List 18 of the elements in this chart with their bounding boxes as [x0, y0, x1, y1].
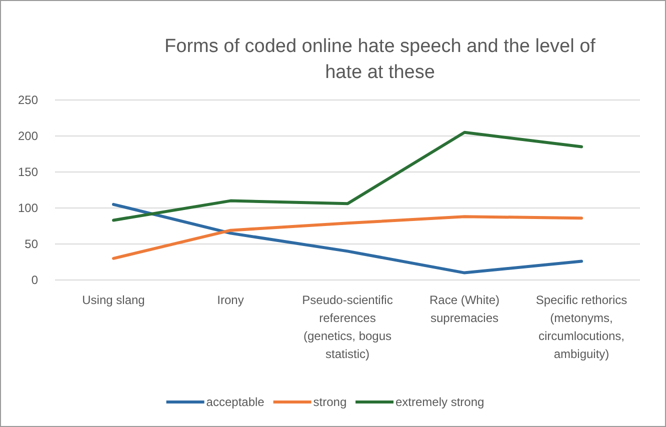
y-tick-label: 50 [24, 237, 38, 251]
line-series [112, 202, 583, 274]
legend-label: acceptable [206, 395, 265, 409]
x-tick-label: Pseudo-scientific references (genetics, bogus statistic) [302, 293, 393, 361]
line-series [112, 130, 583, 222]
x-tick-label: Specific rethorics (metonyms, circumlocutions, ambiguity) [536, 293, 628, 361]
y-tick-label: 100 [18, 201, 38, 215]
x-tick-label: Irony [217, 293, 244, 307]
y-tick-label: 150 [18, 165, 38, 179]
x-tick-label: Using slang [82, 293, 145, 307]
legend-label: extremely strong [396, 395, 484, 409]
y-tick-label: 200 [18, 129, 38, 143]
chart-title: Forms of coded online hate speech and the level of hate at these [164, 36, 596, 83]
legend-label: strong [313, 395, 347, 409]
x-tick-label: Race (White) supremacies [429, 293, 500, 325]
line-series [112, 215, 583, 260]
y-tick-label: 250 [18, 93, 38, 107]
y-tick-label: 0 [31, 273, 38, 287]
